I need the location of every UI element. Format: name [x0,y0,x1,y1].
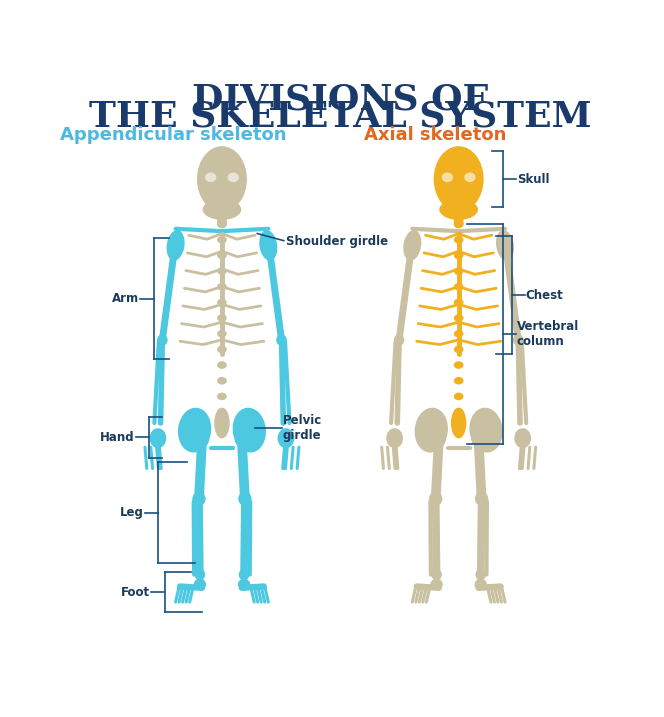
Ellipse shape [217,215,227,224]
Ellipse shape [454,220,463,228]
Ellipse shape [471,432,485,447]
Ellipse shape [454,377,463,384]
Ellipse shape [454,236,463,244]
Text: Leg: Leg [120,506,144,519]
Ellipse shape [430,579,443,591]
Text: Vertebral
column: Vertebral column [517,320,579,348]
Ellipse shape [386,428,403,448]
Ellipse shape [259,230,278,260]
Ellipse shape [217,346,227,353]
Ellipse shape [194,579,206,591]
Ellipse shape [195,569,205,580]
Ellipse shape [454,314,463,322]
Ellipse shape [464,173,475,182]
Ellipse shape [217,213,227,222]
Ellipse shape [205,173,216,182]
Ellipse shape [414,408,448,452]
Ellipse shape [217,361,227,369]
Ellipse shape [454,393,463,400]
Ellipse shape [217,298,227,306]
Ellipse shape [217,408,227,416]
Ellipse shape [496,230,514,260]
Ellipse shape [217,220,227,228]
Ellipse shape [394,334,404,346]
Ellipse shape [262,234,274,247]
Ellipse shape [217,220,227,228]
Text: Foot: Foot [122,586,151,599]
Ellipse shape [499,234,511,247]
Ellipse shape [178,408,211,452]
Ellipse shape [513,334,523,346]
Ellipse shape [195,432,209,447]
Ellipse shape [454,298,463,306]
Ellipse shape [454,215,463,224]
Ellipse shape [214,407,230,438]
Text: Hand: Hand [100,431,135,444]
Ellipse shape [235,432,249,447]
Ellipse shape [454,408,463,416]
Text: Skull: Skull [517,173,549,186]
Ellipse shape [454,346,463,353]
Ellipse shape [406,234,418,247]
Ellipse shape [217,314,227,322]
Ellipse shape [454,213,463,222]
Ellipse shape [454,361,463,369]
Ellipse shape [157,334,167,346]
Ellipse shape [475,569,486,580]
Ellipse shape [239,569,249,580]
Ellipse shape [217,252,227,259]
Ellipse shape [515,428,531,448]
Ellipse shape [217,393,227,400]
Ellipse shape [149,428,166,448]
Ellipse shape [217,267,227,275]
Ellipse shape [432,432,446,447]
Ellipse shape [475,492,488,506]
Ellipse shape [167,230,185,260]
Text: Appendicular skeleton: Appendicular skeleton [60,125,286,143]
Ellipse shape [217,236,227,244]
Text: THE SKELETAL SYSTEM: THE SKELETAL SYSTEM [89,100,592,133]
Ellipse shape [228,173,239,182]
Ellipse shape [454,252,463,259]
Text: Chest: Chest [526,289,564,302]
Ellipse shape [278,428,294,448]
Ellipse shape [442,173,453,182]
Text: Arm: Arm [112,292,139,305]
Ellipse shape [432,569,442,580]
Ellipse shape [454,267,463,275]
Ellipse shape [429,492,442,506]
Ellipse shape [217,330,227,338]
Text: Axial skeleton: Axial skeleton [365,125,507,143]
Ellipse shape [469,408,503,452]
Ellipse shape [169,234,182,247]
Ellipse shape [203,199,241,220]
Ellipse shape [403,230,422,260]
Ellipse shape [217,424,227,432]
Ellipse shape [276,334,287,346]
Ellipse shape [475,579,487,591]
Ellipse shape [454,217,463,226]
Text: Pelvic
girdle: Pelvic girdle [283,414,322,442]
Ellipse shape [197,146,247,212]
Ellipse shape [217,283,227,290]
Text: DIVISIONS OF: DIVISIONS OF [192,83,489,117]
Ellipse shape [454,330,463,338]
Ellipse shape [454,424,463,432]
Ellipse shape [454,220,463,228]
Ellipse shape [193,492,206,506]
Text: Shoulder girdle: Shoulder girdle [286,234,388,247]
Ellipse shape [238,492,252,506]
Ellipse shape [217,377,227,384]
Ellipse shape [434,146,483,212]
Ellipse shape [454,283,463,290]
Ellipse shape [232,408,266,452]
Ellipse shape [217,217,227,226]
Ellipse shape [451,407,466,438]
Ellipse shape [440,199,478,220]
Ellipse shape [238,579,250,591]
